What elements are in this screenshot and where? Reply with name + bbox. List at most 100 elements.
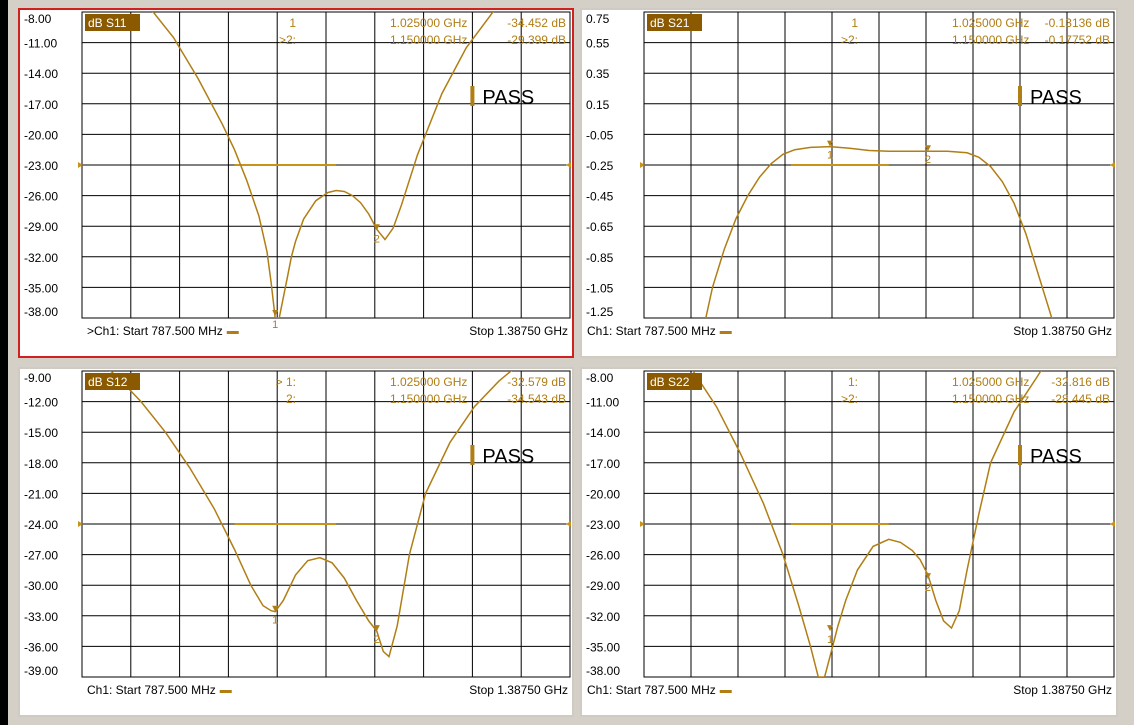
marker-readout-value: -34.452 dB [507, 16, 566, 30]
marker-triangle[interactable] [272, 605, 279, 612]
trace-label-badge[interactable] [85, 373, 140, 390]
trace-line[interactable] [125, 10, 507, 318]
plot-area[interactable] [81, 11, 571, 319]
marker-number: 1 [827, 150, 833, 162]
y-tick-label: -9.00 [24, 371, 52, 385]
trace-label-badge[interactable] [85, 14, 140, 31]
reference-arrow-right [566, 162, 571, 168]
y-tick-label: -8.00 [586, 371, 614, 385]
trace-label-badge[interactable] [647, 373, 702, 390]
y-tick-label: 0.35 [586, 67, 610, 81]
y-tick-label: -38.00 [586, 664, 620, 678]
y-tick-label: -17.00 [24, 98, 58, 112]
y-tick-label: -39.00 [24, 664, 58, 678]
y-tick-label: -11.00 [24, 37, 57, 51]
marker-readout-frequency: 1.150000 GHz [952, 33, 1029, 47]
sweep-marker-icon [719, 331, 732, 334]
panel-s12[interactable]: -9.00 -12.00 -15.00 -18.00 -21.00 -24.00 -27.0… [18, 367, 574, 717]
y-tick-label: -32.00 [24, 251, 58, 265]
y-tick-label: -17.00 [586, 457, 620, 471]
y-tick-label: -0.85 [586, 251, 614, 265]
y-tick-label: 0.15 [586, 98, 610, 112]
marker-readout-number: > 1: [276, 375, 296, 389]
y-tick-label: -32.00 [586, 610, 620, 624]
trace-label: dB S12 [88, 375, 128, 389]
sweep-start-label: Ch1: Start 787.500 MHz [587, 683, 716, 697]
marker-triangle[interactable] [272, 310, 279, 316]
marker-readout-frequency: 1.150000 GHz [390, 392, 467, 406]
y-tick-label: -11.00 [586, 396, 619, 410]
marker-triangle[interactable] [827, 140, 834, 147]
sweep-stop-label: Stop 1.38750 GHz [1013, 683, 1112, 697]
chart-svg: -9.00 -12.00 -15.00 -18.00 -21.00 -24.00 -27.0… [24, 369, 571, 697]
marker-readout-number: >2: [841, 33, 858, 47]
marker-readout-number: 1: [848, 375, 858, 389]
marker-readout-frequency: 1.025000 GHz [952, 16, 1029, 30]
pass-indicator-text: PASS [482, 446, 534, 468]
sweep-marker-icon [219, 690, 232, 693]
marker-number: 2 [925, 582, 931, 594]
marker-number: 1 [272, 615, 278, 627]
trace-label: dB S11 [88, 16, 127, 30]
y-tick-label: -18.00 [24, 457, 58, 471]
marker-readout-frequency: 1.025000 GHz [390, 16, 467, 30]
reference-arrow-left [78, 162, 83, 168]
marker-number: 1 [827, 634, 833, 646]
sweep-marker-icon [226, 331, 239, 334]
marker-readout-frequency: 1.025000 GHz [390, 375, 467, 389]
marker-readout-frequency: 1.150000 GHz [390, 33, 467, 47]
marker-readout-frequency: 1.025000 GHz [952, 375, 1029, 389]
marker-readout-value: -34.543 dB [507, 392, 566, 406]
trace-label-badge[interactable] [647, 14, 702, 31]
marker-triangle[interactable] [373, 224, 380, 231]
reference-arrow-left [640, 521, 645, 527]
y-tick-label: -26.00 [24, 190, 58, 204]
y-tick-label: -0.45 [586, 190, 614, 204]
panel-s11[interactable]: -8.00 -11.00 -14.00 -17.00 -20.00 -23.00 -26.0… [18, 8, 574, 358]
y-tick-label: -21.00 [24, 487, 58, 501]
pass-indicator-bar [1018, 445, 1022, 465]
y-tick-label: -20.00 [586, 487, 620, 501]
sweep-start-label: Ch1: Start 787.500 MHz [87, 683, 216, 697]
reference-arrow-left [640, 162, 645, 168]
marker-triangle[interactable] [924, 573, 931, 580]
chart-svg: 0.75 0.55 0.35 0.15 -0.05 -0.25 -0.45 -0.65 -0.8… [586, 11, 1115, 349]
marker-readout-number: 1 [851, 16, 858, 30]
trace-line[interactable] [701, 145, 1061, 349]
marker-readout-frequency: 1.150000 GHz [952, 392, 1029, 406]
y-tick-label: -29.00 [24, 220, 58, 234]
y-tick-label: -26.00 [586, 549, 620, 563]
marker-triangle[interactable] [924, 145, 931, 152]
y-tick-label: 0.75 [586, 12, 610, 26]
y-tick-label: -35.00 [586, 640, 620, 654]
chart-svg: -8.00 -11.00 -14.00 -17.00 -20.00 -23.00 -26.0… [586, 369, 1115, 697]
y-tick-label: -33.00 [24, 610, 58, 624]
trace-label: dB S22 [650, 375, 690, 389]
marker-readout-value: -0.17752 dB [1045, 33, 1110, 47]
marker-readout-number: 2: [286, 392, 296, 406]
trace-line[interactable] [92, 369, 523, 658]
marker-readout-number: >2: [279, 33, 296, 47]
y-tick-label: -12.00 [24, 396, 58, 410]
y-tick-label: -38.00 [24, 305, 58, 319]
marker-triangle[interactable] [373, 625, 380, 632]
marker-triangle[interactable] [827, 625, 834, 632]
y-tick-label: -1.25 [586, 305, 614, 319]
marker-readout-value: -29.399 dB [507, 33, 566, 47]
y-tick-label: -36.00 [24, 640, 58, 654]
sweep-stop-label: Stop 1.38750 GHz [469, 683, 568, 697]
marker-readout-number: >2: [841, 392, 858, 406]
chart-svg: -8.00 -11.00 -14.00 -17.00 -20.00 -23.00 -26.0… [24, 10, 571, 338]
panel-s21[interactable]: 0.75 0.55 0.35 0.15 -0.05 -0.25 -0.45 -0.65 -0.8… [580, 8, 1118, 358]
panel-s22[interactable]: -8.00 -11.00 -14.00 -17.00 -20.00 -23.00 -26.0… [580, 367, 1118, 717]
trace-line[interactable] [670, 369, 1054, 677]
y-tick-label: -24.00 [24, 518, 58, 532]
pass-indicator-text: PASS [482, 87, 534, 109]
marker-readout-value: -28.445 dB [1051, 392, 1110, 406]
marker-number: 2 [374, 634, 380, 646]
pass-indicator-text: PASS [1030, 446, 1082, 468]
pass-indicator-bar [470, 445, 475, 465]
pass-indicator-bar [470, 86, 475, 106]
reference-arrow-right [566, 521, 571, 527]
sweep-start-label: Ch1: Start 787.500 MHz [587, 324, 716, 338]
